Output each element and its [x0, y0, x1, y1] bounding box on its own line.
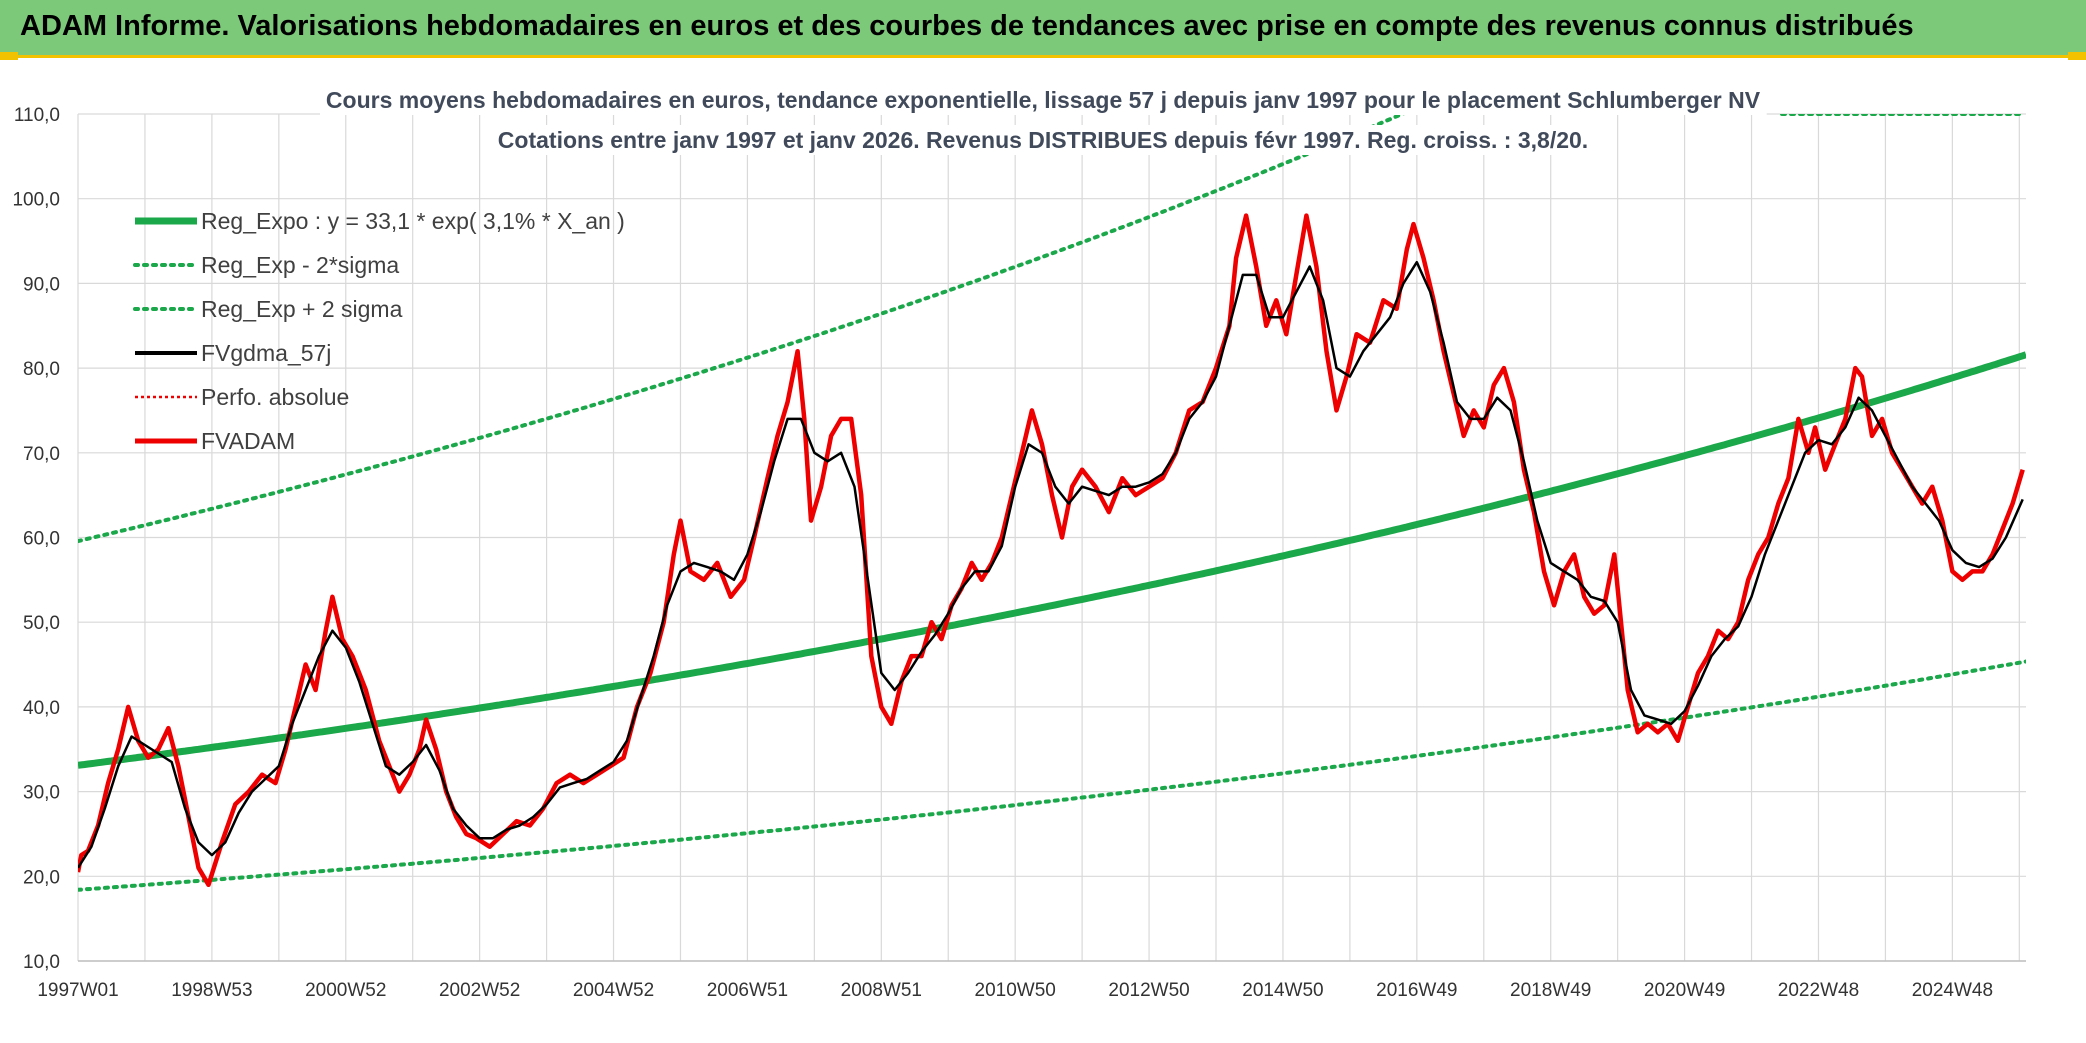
x-tick-label: 2020W49: [1644, 980, 1725, 1001]
x-tick-label: 2012W50: [1108, 980, 1189, 1001]
report-banner: ADAM Informe. Valorisations hebdomadaire…: [0, 0, 2086, 58]
x-tick-label: 2008W51: [841, 980, 922, 1001]
x-axis-ticks: 1997W01 1998W53 2000W52 2002W52 2004W52 2006W…: [37, 980, 1993, 1001]
fvgdma-57j-series-line: [78, 260, 2024, 869]
x-tick-label: 2006W51: [707, 980, 788, 1001]
gridlines: [77, 113, 2026, 962]
x-tick-label: 2016W49: [1376, 980, 1457, 1001]
corner-marker-left: [0, 52, 18, 60]
x-tick-label: 1997W01: [37, 980, 118, 1001]
y-axis-ticks: 10,0 20,0 30,0 40,0 50,0 60,0 70,0 80,0 90,0 100,…: [12, 105, 60, 973]
x-tick-label: 2024W48: [1912, 980, 1993, 1001]
y-tick-label: 110,0: [14, 105, 60, 126]
chart-area: 10,0 20,0 30,0 40,0 50,0 60,0 70,0 80,0 90,0 100,…: [0, 58, 2086, 1038]
legend-label: Reg_Exp + 2 sigma: [201, 296, 403, 322]
x-tick-label: 1998W53: [171, 980, 252, 1001]
y-tick-label: 80,0: [23, 359, 60, 380]
x-tick-label: 2010W50: [975, 980, 1056, 1001]
legend-label: Reg_Expo : y = 33,1 * exp( 3,1% * X_an ): [201, 208, 625, 234]
trend-chart: 10,0 20,0 30,0 40,0 50,0 60,0 70,0 80,0 90,0 100,…: [12, 85, 2026, 1001]
y-tick-label: 100,0: [12, 190, 60, 211]
legend-item: FVADAM: [135, 428, 295, 454]
legend-item: Reg_Exp + 2 sigma: [133, 296, 403, 322]
y-tick-label: 60,0: [23, 529, 60, 550]
y-tick-label: 20,0: [23, 867, 60, 888]
legend-item: Reg_Expo : y = 33,1 * exp( 3,1% * X_an ): [135, 208, 625, 234]
trend-expo-line: [78, 351, 2026, 769]
chart-title-bg: [319, 85, 1767, 115]
legend-item: Reg_Exp - 2*sigma: [133, 252, 399, 278]
x-tick-label: 2002W52: [439, 980, 520, 1001]
x-tick-label: 2022W48: [1778, 980, 1859, 1001]
x-tick-label: 2014W50: [1242, 980, 1323, 1001]
legend-item: FVgdma_57j: [135, 340, 331, 366]
corner-marker-right: [2068, 52, 2086, 60]
chart-title-line: Cours moyens hebdomadaires en euros, ten…: [326, 87, 1761, 113]
trend-lower-2sigma-line: [78, 659, 2026, 892]
trend-upper-2sigma-line: [78, 114, 1408, 544]
y-tick-label: 90,0: [23, 274, 60, 295]
report-title: ADAM Informe. Valorisations hebdomadaire…: [20, 10, 1914, 42]
x-tick-label: 2018W49: [1510, 980, 1591, 1001]
fvadam-series-line: [78, 213, 2025, 888]
y-tick-label: 70,0: [23, 444, 60, 465]
legend-label: Perfo. absolue: [201, 384, 349, 410]
y-tick-label: 10,0: [23, 952, 60, 973]
chart-legend: Reg_Expo : y = 33,1 * exp( 3,1% * X_an )…: [133, 208, 625, 454]
legend-item: Perfo. absolue: [135, 384, 349, 410]
chart-title-bg: [491, 125, 1595, 155]
chart-title-line: Cotations entre janv 1997 et janv 2026. …: [498, 127, 1588, 153]
legend-label: FVgdma_57j: [201, 340, 331, 366]
legend-label: Reg_Exp - 2*sigma: [201, 252, 399, 278]
legend-label: FVADAM: [201, 428, 295, 454]
x-tick-label: 2000W52: [305, 980, 386, 1001]
y-tick-label: 40,0: [23, 698, 60, 719]
chart-title: Cours moyens hebdomadaires en euros, ten…: [319, 85, 1767, 155]
y-tick-label: 30,0: [23, 783, 60, 804]
series-layer: [78, 114, 2026, 892]
x-tick-label: 2004W52: [573, 980, 654, 1001]
y-tick-label: 50,0: [23, 613, 60, 634]
